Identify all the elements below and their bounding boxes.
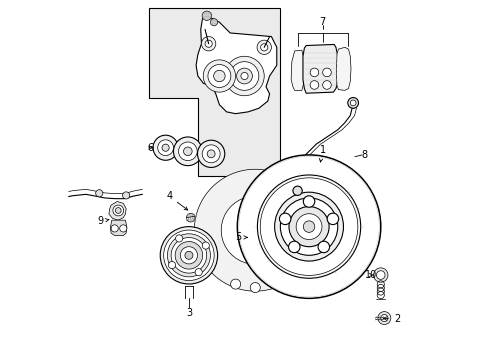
Polygon shape — [194, 169, 305, 291]
Circle shape — [162, 144, 169, 151]
Circle shape — [120, 225, 126, 232]
Text: 4: 4 — [166, 191, 187, 210]
Circle shape — [257, 40, 271, 54]
Circle shape — [309, 81, 318, 89]
Text: 9: 9 — [97, 216, 109, 226]
Circle shape — [167, 234, 210, 277]
Circle shape — [317, 241, 329, 253]
Circle shape — [347, 98, 358, 108]
Circle shape — [213, 70, 224, 82]
Circle shape — [173, 137, 202, 166]
Circle shape — [296, 214, 321, 239]
Circle shape — [207, 64, 230, 87]
Circle shape — [349, 100, 355, 106]
Circle shape — [210, 19, 217, 26]
Circle shape — [175, 235, 183, 242]
Circle shape — [236, 68, 252, 84]
Circle shape — [204, 40, 212, 47]
Circle shape — [195, 269, 202, 276]
Circle shape — [186, 213, 195, 222]
Circle shape — [180, 247, 197, 264]
Circle shape — [373, 268, 387, 282]
Circle shape — [153, 135, 178, 160]
Circle shape — [158, 140, 173, 156]
Circle shape — [184, 251, 193, 259]
Circle shape — [274, 192, 343, 261]
Circle shape — [178, 142, 197, 161]
Circle shape — [171, 238, 206, 273]
Circle shape — [168, 261, 175, 269]
Polygon shape — [290, 50, 305, 90]
Circle shape — [115, 208, 121, 213]
Circle shape — [303, 221, 314, 232]
Circle shape — [309, 68, 318, 77]
Circle shape — [280, 198, 337, 255]
Text: 8: 8 — [361, 150, 367, 160]
Circle shape — [202, 11, 211, 21]
Circle shape — [203, 60, 235, 92]
Circle shape — [96, 190, 102, 197]
Circle shape — [237, 155, 380, 298]
Text: 7: 7 — [319, 17, 325, 27]
Circle shape — [326, 213, 338, 225]
Text: 10: 10 — [364, 270, 376, 280]
Polygon shape — [149, 8, 280, 176]
Circle shape — [376, 271, 384, 279]
Circle shape — [322, 81, 330, 89]
Circle shape — [279, 213, 290, 225]
Circle shape — [292, 186, 302, 195]
Circle shape — [250, 283, 260, 293]
Circle shape — [241, 72, 247, 80]
Polygon shape — [110, 220, 126, 235]
Text: 6: 6 — [147, 143, 153, 153]
Circle shape — [288, 241, 300, 253]
Polygon shape — [109, 202, 126, 220]
Circle shape — [380, 315, 387, 321]
Polygon shape — [336, 47, 350, 90]
Circle shape — [303, 196, 314, 207]
Circle shape — [122, 192, 129, 199]
Text: 2: 2 — [383, 314, 399, 324]
Circle shape — [113, 205, 123, 216]
Circle shape — [288, 207, 328, 247]
Circle shape — [202, 145, 220, 163]
Circle shape — [230, 62, 258, 90]
Circle shape — [257, 175, 360, 278]
Text: 1: 1 — [319, 144, 325, 162]
Circle shape — [197, 140, 224, 167]
Text: 5: 5 — [234, 232, 247, 242]
Circle shape — [260, 44, 267, 51]
Circle shape — [207, 150, 215, 158]
Circle shape — [111, 225, 118, 232]
Text: 3: 3 — [185, 308, 192, 318]
Circle shape — [260, 178, 357, 275]
Circle shape — [224, 56, 264, 96]
Polygon shape — [303, 44, 338, 93]
Circle shape — [202, 242, 209, 249]
Circle shape — [183, 147, 192, 156]
Circle shape — [201, 37, 215, 51]
Circle shape — [230, 279, 240, 289]
Circle shape — [175, 242, 202, 269]
Polygon shape — [196, 15, 276, 114]
Circle shape — [160, 226, 217, 284]
Circle shape — [322, 68, 330, 77]
Circle shape — [163, 230, 214, 280]
Circle shape — [377, 312, 390, 324]
